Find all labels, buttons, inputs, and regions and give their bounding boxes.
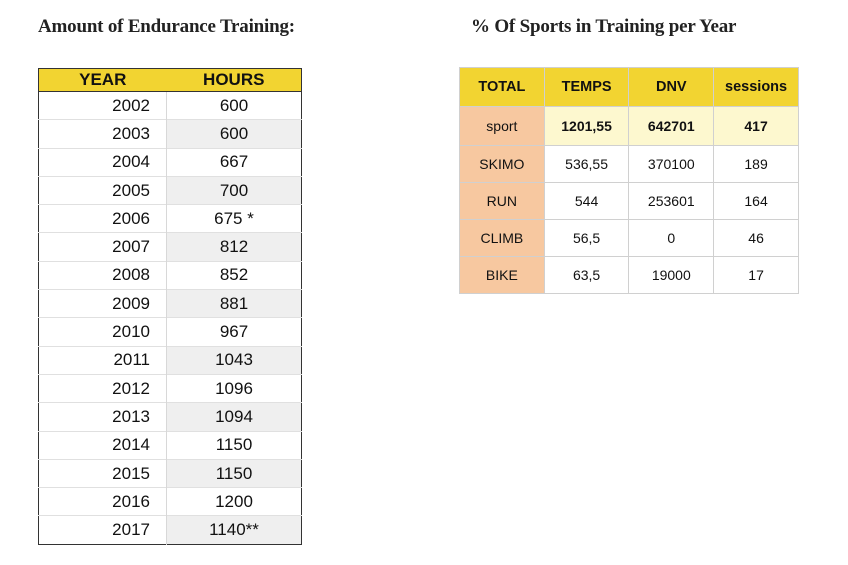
dnv-header: DNV	[628, 67, 715, 107]
table-row: 2007 812	[38, 232, 302, 262]
table-row: 2010 967	[38, 317, 302, 347]
year-cell: 2007	[38, 232, 167, 262]
table-header-row: TOTAL TEMPS DNV sessions	[459, 67, 799, 107]
year-cell: 2009	[38, 289, 167, 318]
sessions-cell: 189	[713, 145, 799, 183]
year-cell: 2005	[38, 175, 167, 205]
table-row: 2014 1150	[38, 430, 302, 460]
table-row: 2009 881	[38, 289, 302, 318]
hours-cell: 1094	[166, 402, 302, 432]
year-cell: 2015	[38, 458, 167, 488]
table-row: 2008 852	[38, 260, 302, 290]
table-row: BIKE 63,5 19000 17	[459, 256, 799, 294]
hours-cell: 675 *	[166, 204, 302, 233]
temps-cell: 544	[543, 182, 630, 220]
hours-cell: 700	[166, 175, 302, 205]
year-cell: 2014	[38, 430, 167, 460]
dnv-cell: 370100	[628, 145, 715, 183]
year-cell: 2017	[38, 515, 167, 545]
dnv-cell: 253601	[628, 182, 715, 220]
year-cell: 2002	[38, 90, 167, 120]
hours-cell: 1200	[166, 487, 302, 516]
table-row: 2012 1096	[38, 373, 302, 403]
table-row: SKIMO 536,55 370100 189	[459, 145, 799, 183]
hours-cell: 881	[166, 289, 302, 318]
temps-cell: 56,5	[543, 219, 630, 257]
hours-cell: 1150	[166, 458, 302, 488]
temps-cell: 63,5	[543, 256, 630, 294]
sport-label-cell: CLIMB	[459, 219, 545, 257]
table-row: RUN 544 253601 164	[459, 182, 799, 220]
year-cell: 2011	[38, 345, 167, 375]
table-row: 2005 700	[38, 175, 302, 205]
endurance-title: Amount of Endurance Training:	[38, 16, 295, 37]
hours-cell: 812	[166, 232, 302, 262]
table-row: 2011 1043	[38, 345, 302, 375]
hours-cell: 852	[166, 260, 302, 290]
sessions-cell: 417	[713, 106, 799, 146]
table-row: 2013 1094	[38, 402, 302, 432]
year-cell: 2006	[38, 204, 167, 233]
table-row: 2015 1150	[38, 458, 302, 488]
table-row: 2003 600	[38, 119, 302, 149]
year-cell: 2013	[38, 402, 167, 432]
hours-cell: 667	[166, 147, 302, 177]
temps-cell: 536,55	[543, 145, 630, 183]
year-cell: 2010	[38, 317, 167, 347]
table-row: CLIMB 56,5 0 46	[459, 219, 799, 257]
table-row: 2002 600	[38, 90, 302, 120]
sessions-cell: 46	[713, 219, 799, 257]
table-row: 2004 667	[38, 147, 302, 177]
year-cell: 2008	[38, 260, 167, 290]
sessions-cell: 17	[713, 256, 799, 294]
sessions-cell: 164	[713, 182, 799, 220]
year-cell: 2012	[38, 373, 167, 403]
sessions-header: sessions	[713, 67, 799, 107]
table-row: 2017 1140**	[38, 515, 302, 545]
hours-cell: 967	[166, 317, 302, 347]
dnv-cell: 19000	[628, 256, 715, 294]
table-header-row: YEAR HOURS	[38, 68, 302, 92]
sport-label-cell: BIKE	[459, 256, 545, 294]
temps-header: TEMPS	[543, 67, 630, 107]
total-header: TOTAL	[459, 67, 545, 107]
hours-cell: 600	[166, 90, 302, 120]
table-row: 2006 675 *	[38, 204, 302, 233]
year-cell: 2016	[38, 487, 167, 516]
sport-label-cell: RUN	[459, 182, 545, 220]
table-row: sport 1201,55 642701 417	[459, 106, 799, 146]
year-header: YEAR	[38, 68, 167, 92]
table-row: 2016 1200	[38, 487, 302, 516]
dnv-cell: 0	[628, 219, 715, 257]
sport-label-cell: sport	[459, 106, 545, 146]
hours-cell: 1150	[166, 430, 302, 460]
temps-cell: 1201,55	[543, 106, 630, 146]
year-cell: 2004	[38, 147, 167, 177]
year-cell: 2003	[38, 119, 167, 149]
sports-title: % Of Sports in Training per Year	[471, 16, 737, 37]
hours-cell: 1140**	[166, 515, 302, 545]
hours-header: HOURS	[166, 68, 302, 92]
hours-cell: 1043	[166, 345, 302, 375]
hours-cell: 1096	[166, 373, 302, 403]
sports-table: TOTAL TEMPS DNV sessions sport 1201,55 642…	[459, 67, 799, 294]
sport-label-cell: SKIMO	[459, 145, 545, 183]
dnv-cell: 642701	[628, 106, 715, 146]
hours-cell: 600	[166, 119, 302, 149]
endurance-table: YEAR HOURS 2002 600 2003 600 2004 667 2005 700 2…	[38, 68, 302, 545]
